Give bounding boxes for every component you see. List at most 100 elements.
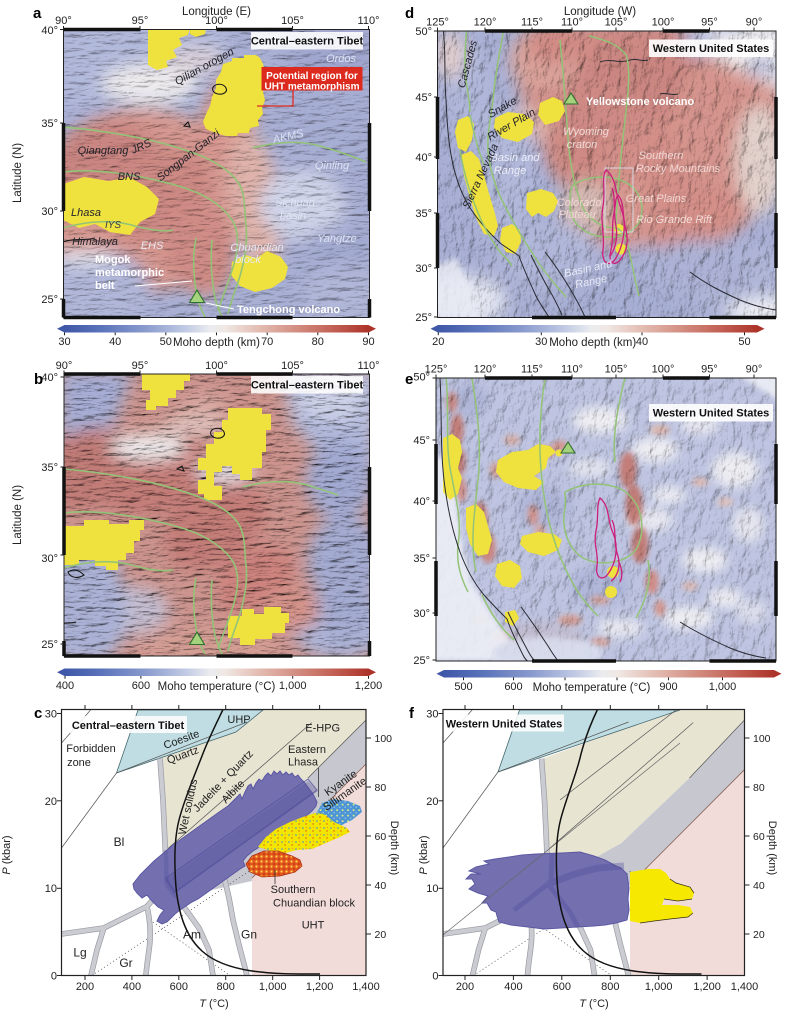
svg-text:Latitude (N): Latitude (N): [12, 485, 24, 545]
svg-text:120°: 120°: [474, 364, 497, 376]
svg-text:110°: 110°: [358, 360, 380, 372]
svg-text:craton: craton: [567, 139, 598, 151]
svg-text:125°: 125°: [426, 17, 449, 29]
svg-text:belt: belt: [95, 280, 115, 292]
svg-text:30: 30: [58, 336, 70, 348]
svg-text:40: 40: [109, 336, 121, 348]
svg-text:120°: 120°: [474, 17, 497, 29]
svg-text:Himalaya: Himalaya: [72, 236, 118, 248]
svg-text:20: 20: [426, 796, 438, 808]
svg-text:600: 600: [132, 680, 150, 692]
svg-text:100°: 100°: [205, 15, 228, 27]
svg-text:Sichuan: Sichuan: [275, 197, 315, 209]
svg-text:d: d: [405, 5, 414, 22]
svg-text:Lg: Lg: [73, 946, 86, 960]
svg-text:30°: 30°: [413, 608, 430, 620]
svg-text:400: 400: [504, 981, 522, 993]
svg-text:1,400: 1,400: [352, 981, 380, 993]
svg-text:a: a: [33, 5, 42, 22]
svg-text:Great Plains: Great Plains: [626, 193, 687, 205]
svg-text:40: 40: [753, 880, 765, 892]
svg-text:T (°C): T (°C): [579, 998, 608, 1010]
svg-text:70: 70: [261, 336, 273, 348]
svg-text:Southern: Southern: [639, 150, 684, 162]
svg-text:E-HPG: E-HPG: [305, 723, 340, 735]
svg-text:Gr: Gr: [119, 956, 132, 970]
svg-text:30°: 30°: [415, 263, 432, 275]
svg-text:1,000: 1,000: [259, 981, 287, 993]
svg-text:80: 80: [312, 336, 324, 348]
svg-text:40: 40: [636, 336, 648, 348]
svg-text:900: 900: [659, 681, 677, 693]
svg-text:100°: 100°: [652, 364, 675, 376]
svg-text:Southern: Southern: [271, 884, 316, 896]
svg-text:600: 600: [504, 681, 522, 693]
svg-text:Ordos: Ordos: [326, 53, 356, 65]
svg-text:110°: 110°: [561, 17, 583, 29]
svg-text:30: 30: [45, 709, 57, 721]
svg-text:25°: 25°: [413, 655, 430, 667]
svg-text:1,000: 1,000: [709, 681, 737, 693]
svg-text:50°: 50°: [413, 372, 430, 384]
svg-text:105°: 105°: [281, 15, 304, 27]
svg-text:1,200: 1,200: [306, 981, 334, 993]
svg-text:Potential region for: Potential region for: [266, 71, 358, 82]
svg-text:95°: 95°: [701, 17, 718, 29]
svg-text:c: c: [34, 705, 42, 722]
svg-text:Central–eastern Tibet: Central–eastern Tibet: [251, 36, 364, 48]
svg-text:40°: 40°: [41, 25, 58, 37]
svg-text:1,000: 1,000: [279, 680, 307, 692]
svg-text:50°: 50°: [415, 26, 432, 38]
svg-text:35°: 35°: [41, 118, 58, 130]
svg-text:105°: 105°: [605, 364, 628, 376]
svg-text:Mogok: Mogok: [95, 254, 131, 266]
svg-text:10: 10: [426, 883, 438, 895]
svg-text:200: 200: [76, 981, 94, 993]
svg-text:50: 50: [738, 336, 750, 348]
svg-text:Moho temperature (°C): Moho temperature (°C): [158, 681, 276, 693]
svg-text:T (°C): T (°C): [199, 998, 228, 1010]
svg-text:Forbidden: Forbidden: [66, 743, 116, 755]
svg-text:Qaidam: Qaidam: [127, 87, 166, 99]
svg-text:UHP: UHP: [227, 714, 250, 726]
svg-text:40: 40: [375, 880, 387, 892]
svg-text:Yellowstone volcano: Yellowstone volcano: [586, 96, 694, 108]
svg-text:105°: 105°: [605, 17, 628, 29]
svg-text:P (kbar): P (kbar): [418, 835, 430, 874]
svg-text:400: 400: [123, 981, 141, 993]
svg-text:90°: 90°: [56, 360, 73, 372]
svg-text:30: 30: [426, 709, 438, 721]
svg-text:Rio Grande Rift: Rio Grande Rift: [636, 214, 713, 226]
svg-text:800: 800: [601, 981, 619, 993]
svg-text:e: e: [405, 371, 413, 388]
svg-text:Chuandian: Chuandian: [230, 242, 283, 254]
svg-text:Latitude (N): Latitude (N): [12, 143, 24, 203]
svg-text:Central–eastern Tibet: Central–eastern Tibet: [72, 720, 185, 732]
svg-text:UHT metamorphism: UHT metamorphism: [264, 82, 359, 93]
svg-text:Western United States: Western United States: [653, 408, 770, 420]
svg-text:Yangtze: Yangtze: [317, 233, 357, 245]
svg-text:P (kbar): P (kbar): [1, 835, 13, 874]
svg-text:45°: 45°: [413, 435, 430, 447]
svg-text:115°: 115°: [521, 364, 543, 376]
svg-text:600: 600: [170, 981, 188, 993]
svg-text:20: 20: [45, 796, 57, 808]
svg-text:Chuandian block: Chuandian block: [273, 898, 355, 910]
svg-text:500: 500: [454, 681, 472, 693]
svg-text:Depth (km): Depth (km): [766, 821, 778, 875]
svg-text:Range: Range: [494, 165, 526, 177]
svg-text:Qinling: Qinling: [315, 160, 350, 172]
svg-text:600: 600: [553, 981, 571, 993]
svg-text:Eastern: Eastern: [288, 744, 326, 756]
svg-text:Qiangtang: Qiangtang: [78, 145, 130, 157]
svg-text:40°: 40°: [415, 152, 432, 164]
svg-text:20: 20: [432, 336, 444, 348]
svg-text:Lhasa: Lhasa: [288, 757, 319, 769]
svg-text:45°: 45°: [415, 92, 432, 104]
svg-text:Gn: Gn: [241, 928, 257, 942]
svg-text:20: 20: [753, 929, 765, 941]
svg-text:400: 400: [56, 680, 74, 692]
svg-text:1,200: 1,200: [355, 680, 383, 692]
svg-text:Moho depth (km): Moho depth (km): [173, 337, 260, 349]
svg-text:25°: 25°: [415, 312, 432, 324]
